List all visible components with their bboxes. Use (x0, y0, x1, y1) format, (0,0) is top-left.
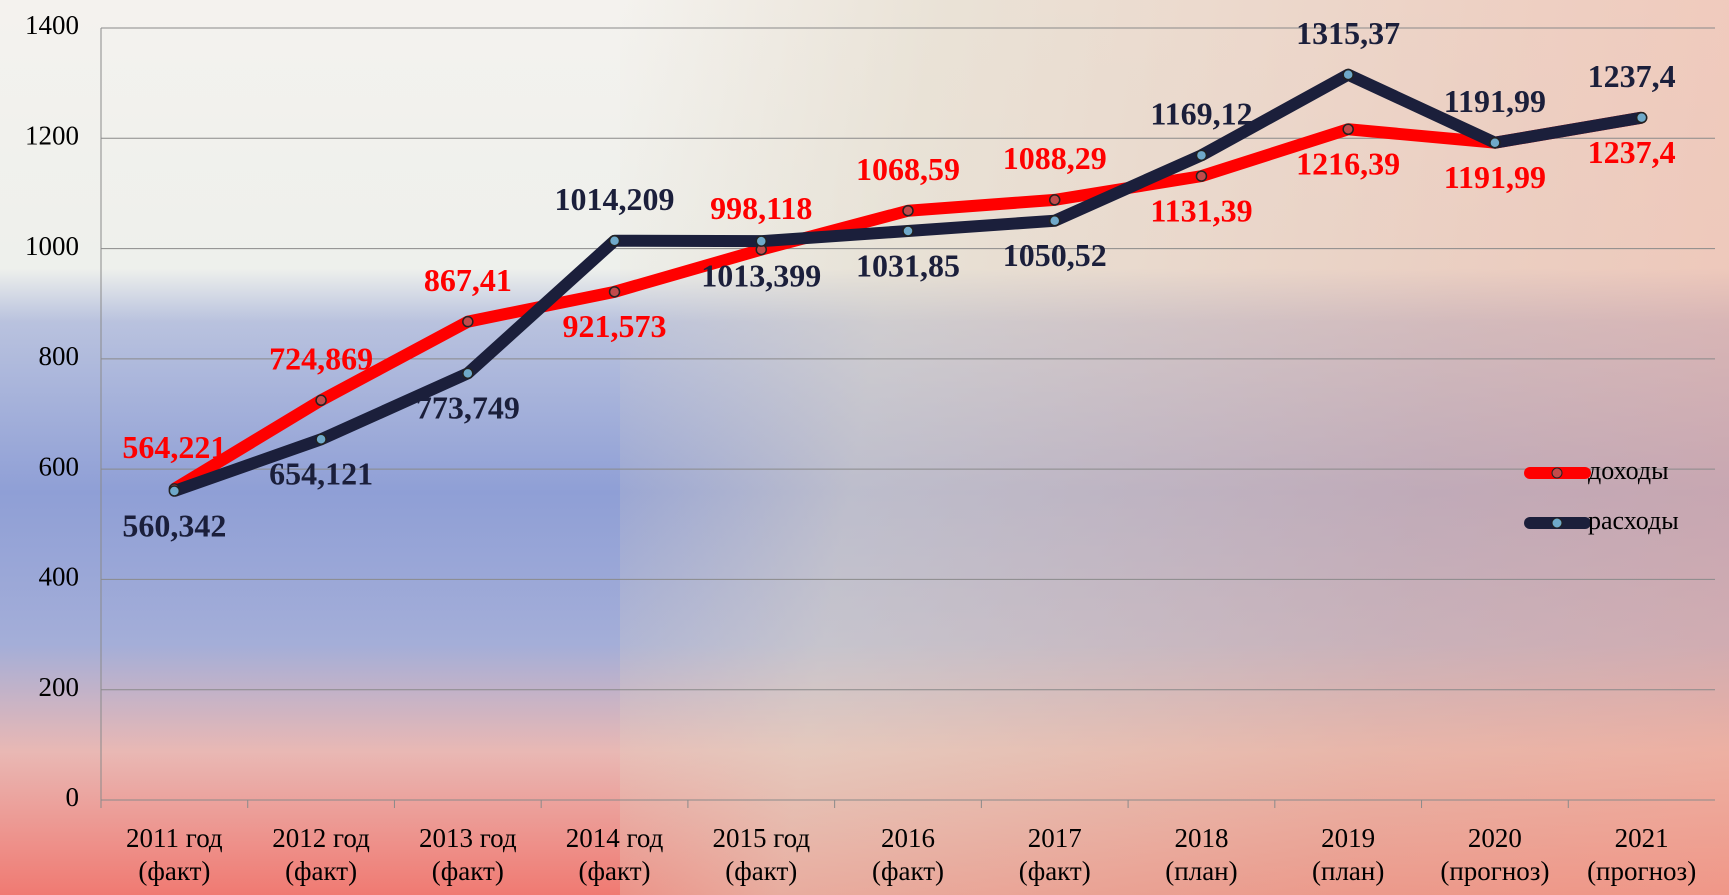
x-tick-label: 2020 (прогноз) (1422, 822, 1568, 888)
marker (903, 206, 913, 216)
y-tick-label: 400 (39, 562, 80, 592)
data-label: 1088,29 (1003, 140, 1107, 176)
data-label: 1014,209 (555, 181, 675, 217)
data-label: 773,749 (416, 390, 520, 426)
data-label: 654,121 (269, 456, 373, 492)
data-label: 1191,99 (1444, 159, 1546, 195)
data-label: 1068,59 (856, 151, 960, 187)
y-tick-label: 1000 (25, 231, 79, 261)
data-label: 564,221 (122, 429, 226, 465)
x-tick-label: 2019 (план) (1275, 822, 1421, 888)
data-label: 1216,39 (1296, 146, 1400, 182)
marker (1050, 216, 1060, 226)
legend-label: доходы (1588, 456, 1669, 485)
data-label: 1031,85 (856, 247, 960, 283)
x-tick-label: 2018 (план) (1128, 822, 1274, 888)
data-label: 1191,99 (1444, 83, 1546, 119)
data-label: 1013,399 (701, 258, 821, 294)
x-tick-label: 2012 год (факт) (248, 822, 394, 888)
y-tick-label: 1400 (25, 10, 79, 40)
y-tick-label: 800 (39, 341, 80, 371)
marker (756, 236, 766, 246)
marker (1196, 171, 1206, 181)
marker (1050, 195, 1060, 205)
marker (463, 317, 473, 327)
x-tick-label: 2015 год (факт) (688, 822, 834, 888)
data-label: 1237,4 (1588, 134, 1676, 170)
x-tick-label: 2014 год (факт) (542, 822, 688, 888)
plot: 0 200 400 600 800 1000 1200 1400 564,221 724,869 8… (0, 0, 1729, 895)
marker (610, 236, 620, 246)
data-label: 724,869 (269, 341, 373, 377)
marker (316, 395, 326, 405)
data-label: 1131,39 (1150, 192, 1252, 228)
data-label: 998,118 (710, 190, 812, 226)
data-label: 1315,37 (1296, 15, 1400, 51)
data-label: 1237,4 (1588, 58, 1676, 94)
legend-marker (1552, 518, 1562, 528)
chart: 0 200 400 600 800 1000 1200 1400 564,221 724,869 8… (0, 0, 1729, 895)
marker (1490, 138, 1500, 148)
marker (1637, 113, 1647, 123)
marker (610, 287, 620, 297)
marker (169, 486, 179, 496)
marker (463, 368, 473, 378)
data-label: 867,41 (424, 262, 512, 298)
y-tick-label: 200 (39, 672, 80, 702)
marker (1343, 124, 1353, 134)
x-tick-label: 2011 год (факт) (101, 822, 247, 888)
legend-marker (1552, 468, 1562, 478)
y-tick-label: 600 (39, 451, 80, 481)
y-tick-label: 1200 (25, 120, 79, 150)
x-tick-label: 2013 год (факт) (395, 822, 541, 888)
x-tick-label: 2017 (факт) (982, 822, 1128, 888)
marker (1196, 150, 1206, 160)
marker (1343, 70, 1353, 80)
data-label: 1169,12 (1150, 96, 1252, 132)
marker (316, 434, 326, 444)
y-tick-label: 0 (66, 782, 80, 812)
legend-label: расходы (1588, 506, 1679, 535)
x-tick-label: 2016 (факт) (835, 822, 981, 888)
data-label: 921,573 (563, 308, 667, 344)
x-tick-label: 2021 (прогноз) (1569, 822, 1715, 888)
data-label: 1050,52 (1003, 237, 1107, 273)
marker (903, 226, 913, 236)
data-label: 560,342 (122, 507, 226, 543)
